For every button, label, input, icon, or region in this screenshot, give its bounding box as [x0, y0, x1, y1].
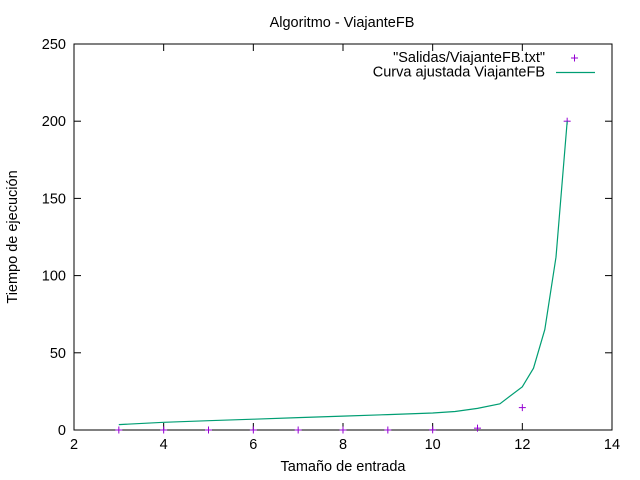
data-point: [249, 426, 257, 434]
data-point: [339, 426, 347, 434]
x-tick-label: 10: [425, 437, 441, 453]
legend-label: Curva ajustada ViajanteFB: [373, 65, 545, 81]
legend-label: "Salidas/ViajanteFB.txt": [393, 50, 545, 66]
x-tick-label: 8: [339, 437, 347, 453]
chart-title: Algoritmo - ViajanteFB: [270, 15, 415, 31]
data-point: [294, 426, 302, 434]
x-tick-label: 4: [160, 437, 168, 453]
y-axis-label: Tiempo de ejecución: [5, 170, 21, 303]
y-tick-label: 150: [42, 191, 66, 207]
y-tick-label: 0: [58, 423, 66, 439]
data-point: [160, 426, 168, 434]
x-tick-label: 14: [604, 437, 620, 453]
data-point: [474, 424, 481, 432]
x-tick-label: 2: [70, 437, 78, 453]
legend-marker-swatch: [571, 54, 578, 62]
x-axis: 2 4 6 8 10 12 14: [70, 44, 620, 453]
y-tick-label: 200: [42, 114, 66, 130]
fitted-curve-line: [118, 121, 568, 426]
data-point: [115, 426, 123, 434]
y-tick-label: 50: [50, 346, 66, 362]
y-tick-label: 250: [42, 37, 66, 53]
y-tick-label: 100: [42, 269, 66, 285]
data-point: [205, 426, 212, 434]
data-point: [384, 426, 392, 434]
data-point: [429, 426, 437, 434]
x-tick-label: 6: [249, 437, 257, 453]
legend: "Salidas/ViajanteFB.txt"Curva ajustada V…: [373, 50, 595, 81]
data-point: [518, 404, 526, 412]
x-axis-label: Tamaño de entrada: [281, 459, 407, 475]
y-axis: 0 50 100 150 200 250: [42, 37, 612, 439]
series-layer: [115, 117, 571, 434]
x-tick-label: 12: [514, 437, 530, 453]
